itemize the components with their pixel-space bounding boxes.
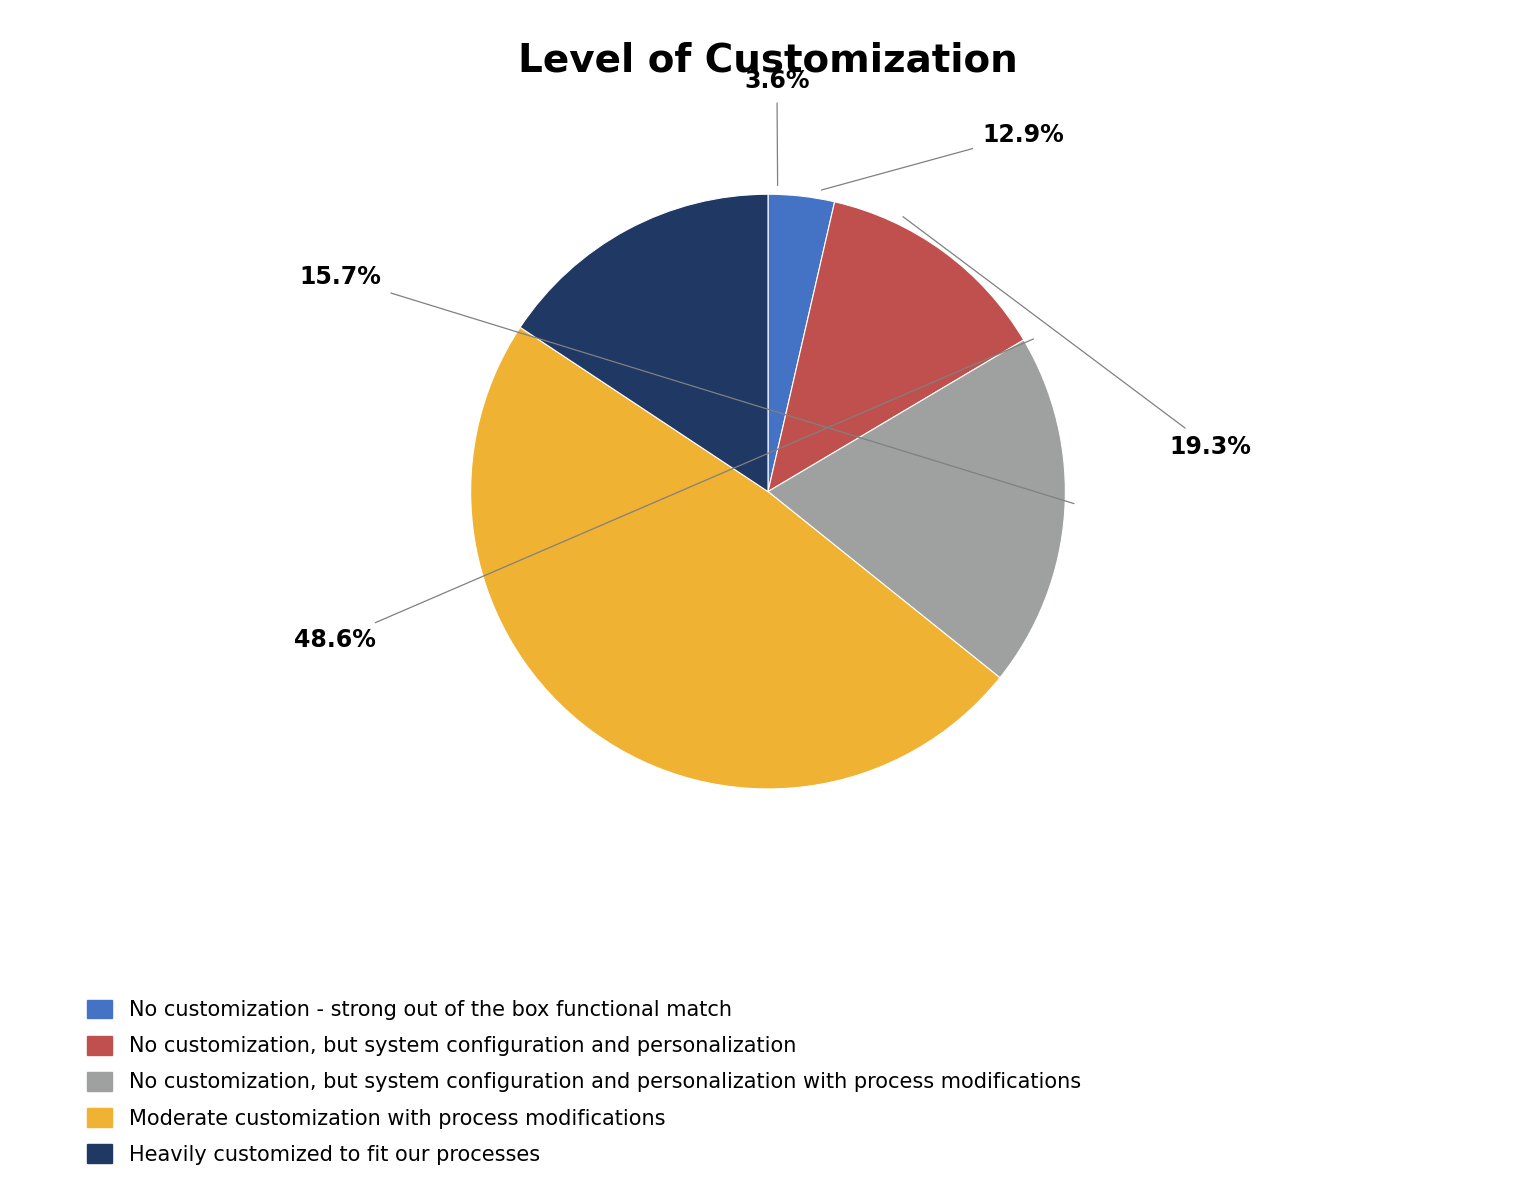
Text: 12.9%: 12.9% bbox=[822, 122, 1064, 189]
Wedge shape bbox=[768, 194, 834, 492]
Legend: No customization - strong out of the box functional match, No customization, but: No customization - strong out of the box… bbox=[88, 1000, 1081, 1164]
Text: 15.7%: 15.7% bbox=[300, 265, 1074, 504]
Text: 48.6%: 48.6% bbox=[293, 339, 1034, 652]
Wedge shape bbox=[768, 341, 1066, 677]
Wedge shape bbox=[521, 194, 768, 492]
Text: 3.6%: 3.6% bbox=[743, 70, 809, 186]
Text: 19.3%: 19.3% bbox=[903, 217, 1252, 459]
Text: Level of Customization: Level of Customization bbox=[518, 42, 1018, 80]
Wedge shape bbox=[768, 201, 1025, 492]
Wedge shape bbox=[470, 327, 1000, 789]
